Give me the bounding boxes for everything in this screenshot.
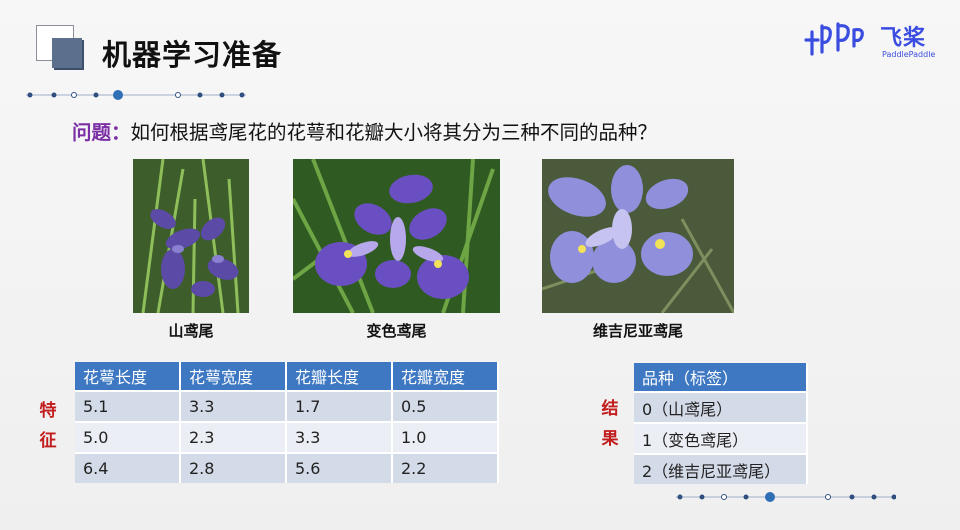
table-row: 2（维吉尼亚鸢尾）	[634, 453, 808, 484]
labels-table: 品种（标签） 0（山鸢尾） 1（变色鸢尾） 2（维吉尼亚鸢尾）	[634, 363, 808, 484]
table-cell: 5.6	[286, 452, 393, 483]
brand-name: 飞桨	[880, 26, 927, 51]
table-cell: 3.3	[180, 390, 287, 422]
table-cell: 6.4	[75, 452, 181, 483]
question-text: 如何根据鸢尾花的花萼和花瓣大小将其分为三种不同的品种？	[130, 121, 658, 144]
iris-virginica-image	[542, 159, 734, 313]
table-cell: 0.5	[392, 390, 499, 422]
table-cell: 2.8	[180, 452, 287, 483]
iris-versicolor-image	[293, 159, 500, 313]
table-header-row: 花萼长度 花萼宽度 花瓣长度 花瓣宽度	[75, 362, 499, 391]
features-table: 花萼长度 花萼宽度 花瓣长度 花瓣宽度 5.1 3.3 1.7 0.5 5.0 …	[75, 362, 499, 483]
column-header: 花瓣长度	[286, 362, 393, 391]
footer-dot-line	[676, 491, 896, 503]
table-cell: 1.7	[286, 390, 393, 422]
table-row: 1（变色鸢尾）	[634, 422, 808, 454]
column-header: 品种（标签）	[634, 363, 808, 392]
question: 问题：如何根据鸢尾花的花萼和花瓣大小将其分为三种不同的品种？	[72, 116, 657, 145]
iris-setosa-image	[133, 159, 249, 313]
question-label: 问题：	[72, 121, 131, 144]
table-cell: 3.3	[286, 421, 393, 453]
column-header: 花萼宽度	[180, 362, 287, 391]
table-cell: 1.0	[392, 421, 499, 453]
flower-caption: 变色鸢尾	[366, 322, 427, 340]
paddlepaddle-logo: 飞桨 PaddlePaddle	[802, 16, 942, 66]
title-decoration	[36, 25, 86, 71]
flower-caption: 维吉尼亚鸢尾	[592, 322, 683, 340]
table-row: 0（山鸢尾）	[634, 391, 808, 423]
flower-caption: 山鸢尾	[168, 322, 214, 340]
table-cell: 5.0	[75, 421, 181, 453]
table-row: 5.0 2.3 3.3 1.0	[75, 421, 499, 453]
brand-subtitle: PaddlePaddle	[882, 50, 936, 59]
table-cell: 5.1	[75, 390, 181, 422]
table-cell: 0（山鸢尾）	[634, 391, 808, 423]
features-side-label: 特 征	[39, 401, 57, 451]
table-row: 5.1 3.3 1.7 0.5	[75, 390, 499, 422]
page-title: 机器学习准备	[102, 38, 283, 72]
column-header: 花萼长度	[75, 362, 181, 391]
header-dot-line	[26, 89, 246, 101]
table-row: 6.4 2.8 5.6 2.2	[75, 452, 499, 483]
table-header-row: 品种（标签）	[634, 363, 808, 392]
results-side-label: 结 果	[601, 399, 619, 449]
table-cell: 2.2	[392, 452, 499, 483]
table-cell: 2（维吉尼亚鸢尾）	[634, 453, 808, 484]
column-header: 花瓣宽度	[392, 362, 499, 391]
table-cell: 1（变色鸢尾）	[634, 422, 808, 454]
table-cell: 2.3	[180, 421, 287, 453]
paddle-logo-icon	[804, 22, 864, 56]
